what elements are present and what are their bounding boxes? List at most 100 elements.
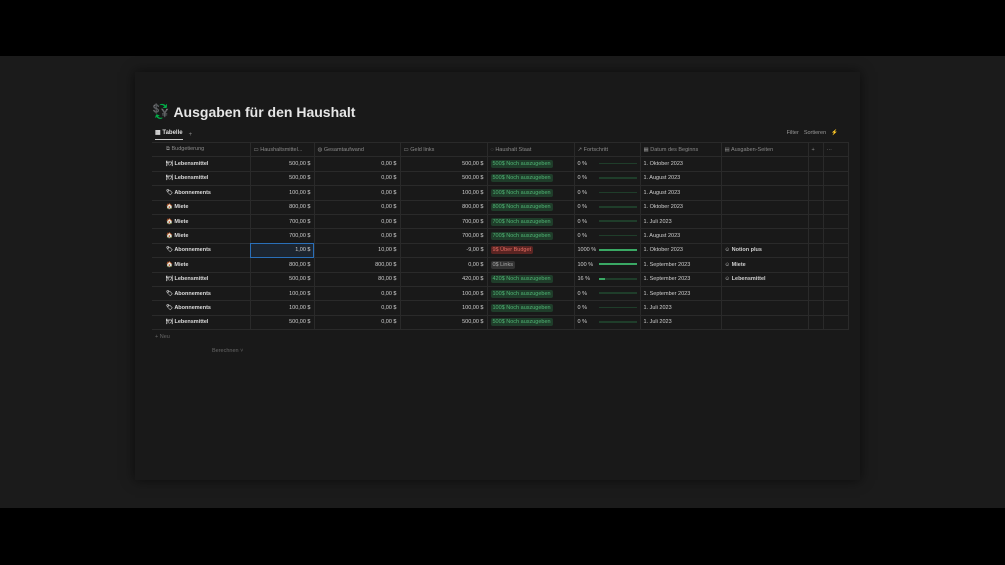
money-left-cell[interactable]: 0,00 $ — [400, 257, 488, 273]
spent-cell[interactable]: 800,00 $ — [314, 257, 401, 273]
budget-cell[interactable]: 1,00 $ — [250, 243, 315, 259]
new-row-button[interactable]: + Neu — [155, 334, 170, 340]
expense-page-cell[interactable]: ☺ Lebensmittel — [721, 272, 809, 287]
budget-cell[interactable]: 500,00 $ — [250, 272, 315, 287]
budget-category-cell[interactable]: 🍽 Lebensmittel — [152, 171, 251, 187]
spent-cell[interactable]: 0,00 $ — [314, 315, 401, 331]
spent-cell[interactable]: 80,00 $ — [314, 272, 401, 287]
spent-cell[interactable]: 0,00 $ — [314, 286, 401, 302]
column-header[interactable]: ▤ Ausgaben-Seiten — [721, 141, 809, 158]
money-left-cell[interactable]: 500,00 $ — [400, 156, 488, 172]
table-row[interactable]: 🏠 Miete 700,00 $ 0,00 $ 700,00 $ 700$ No… — [152, 228, 849, 244]
automation-icon[interactable]: ⚡ — [831, 130, 838, 136]
expense-page-cell[interactable] — [721, 286, 809, 302]
budget-cell[interactable]: 500,00 $ — [250, 315, 315, 331]
table-row[interactable]: 🍽 Lebensmittel 500,00 $ 0,00 $ 500,00 $ … — [152, 156, 849, 172]
money-left-cell[interactable]: 700,00 $ — [400, 214, 488, 230]
table-row[interactable]: 🏠 Miete 700,00 $ 0,00 $ 700,00 $ 700$ No… — [152, 214, 849, 230]
expense-page-cell[interactable]: ☺ Notion plus — [721, 243, 809, 259]
expense-page-cell[interactable] — [721, 171, 809, 187]
column-header[interactable]: ▭ Haushaltsmittel... — [250, 141, 315, 158]
column-header[interactable]: ▦ Datum des Beginns — [640, 141, 722, 158]
expense-page-cell[interactable] — [721, 200, 809, 215]
budget-category-cell[interactable]: 🏷 Abonnements — [152, 185, 251, 201]
progress-cell[interactable]: 0 % — [574, 300, 641, 316]
spent-cell[interactable]: 10,00 $ — [314, 243, 401, 259]
tab-tabelle[interactable]: ▦ Tabelle — [155, 129, 183, 140]
column-header[interactable]: ▭ Geld links — [400, 141, 488, 158]
status-cell[interactable]: 500$ Noch auszugeben — [487, 171, 575, 187]
status-cell[interactable]: 100$ Noch auszugeben — [487, 286, 575, 302]
spent-cell[interactable]: 0,00 $ — [314, 156, 401, 172]
expense-page-cell[interactable] — [721, 185, 809, 201]
money-left-cell[interactable]: 100,00 $ — [400, 300, 488, 316]
spent-cell[interactable]: 0,00 $ — [314, 200, 401, 215]
start-date-cell[interactable]: 1. Juli 2023 — [640, 214, 722, 230]
expense-page-cell[interactable] — [721, 315, 809, 331]
budget-cell[interactable]: 100,00 $ — [250, 185, 315, 201]
budget-category-cell[interactable]: 🏠 Miete — [152, 200, 251, 215]
status-cell[interactable]: 700$ Noch auszugeben — [487, 228, 575, 244]
table-row[interactable]: 🍽 Lebensmittel 500,00 $ 0,00 $ 500,00 $ … — [152, 171, 849, 187]
budget-cell[interactable]: 700,00 $ — [250, 214, 315, 230]
budget-cell[interactable]: 100,00 $ — [250, 286, 315, 302]
table-row[interactable]: 🏠 Miete 800,00 $ 0,00 $ 800,00 $ 800$ No… — [152, 200, 849, 215]
start-date-cell[interactable]: 1. August 2023 — [640, 171, 722, 187]
progress-cell[interactable]: 0 % — [574, 214, 641, 230]
start-date-cell[interactable]: 1. August 2023 — [640, 228, 722, 244]
add-view-button[interactable]: + — [188, 131, 193, 138]
add-column-button[interactable]: + — [808, 141, 824, 158]
budget-category-cell[interactable]: 🏷 Abonnements — [152, 300, 251, 316]
progress-cell[interactable]: 16 % — [574, 272, 641, 287]
status-cell[interactable]: 700$ Noch auszugeben — [487, 214, 575, 230]
status-cell[interactable]: 420$ Noch auszugeben — [487, 272, 575, 287]
progress-cell[interactable]: 0 % — [574, 228, 641, 244]
budget-category-cell[interactable]: 🍽 Lebensmittel — [152, 315, 251, 331]
progress-cell[interactable]: 0 % — [574, 315, 641, 331]
budget-cell[interactable]: 100,00 $ — [250, 300, 315, 316]
spent-cell[interactable]: 0,00 $ — [314, 228, 401, 244]
spent-cell[interactable]: 0,00 $ — [314, 300, 401, 316]
money-left-cell[interactable]: -9,00 $ — [400, 243, 488, 259]
progress-cell[interactable]: 0 % — [574, 156, 641, 172]
progress-cell[interactable]: 0 % — [574, 185, 641, 201]
start-date-cell[interactable]: 1. Oktober 2023 — [640, 243, 722, 259]
start-date-cell[interactable]: 1. Juli 2023 — [640, 300, 722, 316]
status-cell[interactable]: 800$ Noch auszugeben — [487, 200, 575, 215]
start-date-cell[interactable]: 1. September 2023 — [640, 272, 722, 287]
budget-category-cell[interactable]: 🏷 Abonnements — [152, 243, 251, 259]
expense-page-cell[interactable] — [721, 214, 809, 230]
start-date-cell[interactable]: 1. September 2023 — [640, 286, 722, 302]
calculate-button[interactable]: Berechnen ˅ — [212, 348, 244, 354]
table-row[interactable]: 🏷 Abonnements 1,00 $ 10,00 $ -9,00 $ 9$ … — [152, 243, 849, 259]
budget-category-cell[interactable]: 🍽 Lebensmittel — [152, 156, 251, 172]
start-date-cell[interactable]: 1. August 2023 — [640, 185, 722, 201]
sort-button[interactable]: Sortieren — [803, 130, 827, 136]
money-left-cell[interactable]: 420,00 $ — [400, 272, 488, 287]
start-date-cell[interactable]: 1. Oktober 2023 — [640, 156, 722, 172]
budget-cell[interactable]: 700,00 $ — [250, 228, 315, 244]
spent-cell[interactable]: 0,00 $ — [314, 171, 401, 187]
column-header[interactable]: ⧉ Budgetierung — [152, 141, 251, 158]
progress-cell[interactable]: 100 % — [574, 257, 641, 273]
start-date-cell[interactable]: 1. Oktober 2023 — [640, 200, 722, 215]
budget-cell[interactable]: 800,00 $ — [250, 200, 315, 215]
budget-category-cell[interactable]: 🏠 Miete — [152, 257, 251, 273]
money-left-cell[interactable]: 700,00 $ — [400, 228, 488, 244]
money-left-cell[interactable]: 100,00 $ — [400, 185, 488, 201]
start-date-cell[interactable]: 1. September 2023 — [640, 257, 722, 273]
money-left-cell[interactable]: 500,00 $ — [400, 171, 488, 187]
table-row[interactable]: 🍽 Lebensmittel 500,00 $ 0,00 $ 500,00 $ … — [152, 315, 849, 331]
budget-category-cell[interactable]: 🏠 Miete — [152, 214, 251, 230]
status-cell[interactable]: 500$ Noch auszugeben — [487, 156, 575, 172]
status-cell[interactable]: 100$ Noch auszugeben — [487, 300, 575, 316]
expense-page-cell[interactable] — [721, 156, 809, 172]
start-date-cell[interactable]: 1. Juli 2023 — [640, 315, 722, 331]
spent-cell[interactable]: 0,00 $ — [314, 185, 401, 201]
table-row[interactable]: 🏷 Abonnements 100,00 $ 0,00 $ 100,00 $ 1… — [152, 286, 849, 302]
table-row[interactable]: 🏷 Abonnements 100,00 $ 0,00 $ 100,00 $ 1… — [152, 300, 849, 316]
budget-category-cell[interactable]: 🏷 Abonnements — [152, 286, 251, 302]
money-left-cell[interactable]: 500,00 $ — [400, 315, 488, 331]
expense-page-cell[interactable] — [721, 300, 809, 316]
budget-category-cell[interactable]: 🏠 Miete — [152, 228, 251, 244]
